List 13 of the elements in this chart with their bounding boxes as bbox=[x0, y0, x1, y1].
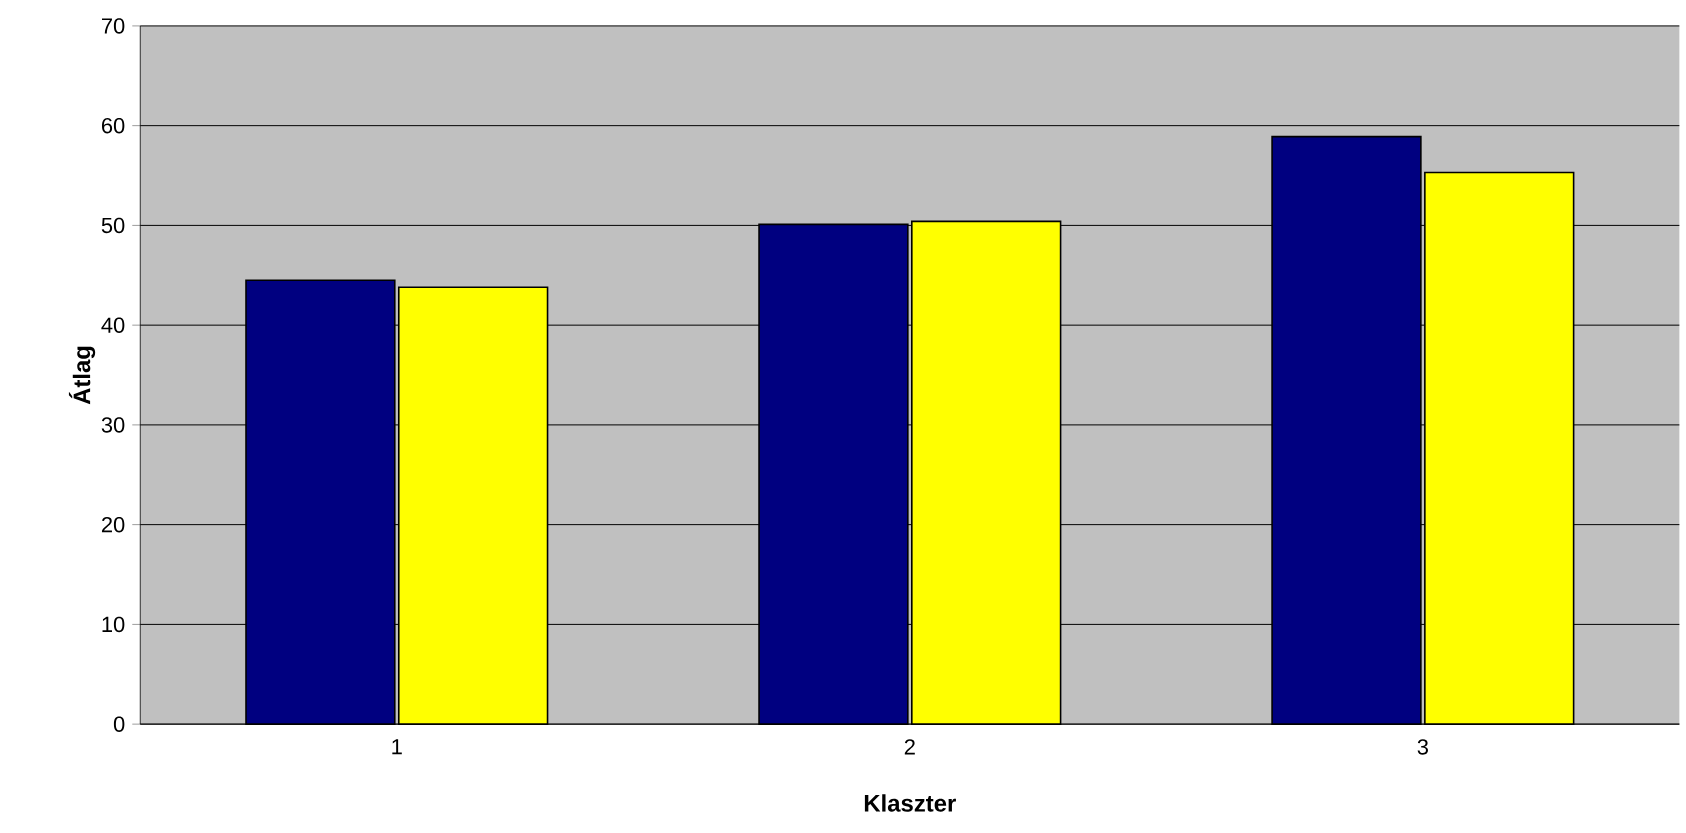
y-tick-label: 30 bbox=[101, 417, 125, 433]
y-tick-label: 10 bbox=[102, 616, 125, 633]
x-tick-label: 3 bbox=[1417, 739, 1428, 755]
y-axis-title: Átlag bbox=[68, 346, 96, 405]
y-tick-label: 0 bbox=[113, 716, 125, 733]
x-tick-label: 2 bbox=[904, 739, 915, 755]
x-axis-title: Klaszter bbox=[864, 794, 956, 812]
y-tick-label: 50 bbox=[101, 217, 125, 234]
y-tick-label: 60 bbox=[102, 118, 125, 134]
y-tick-label: 40 bbox=[101, 317, 125, 334]
y-tick-label: 20 bbox=[101, 517, 125, 533]
x-tick-label: 1 bbox=[392, 739, 402, 755]
y-tick-label: 70 bbox=[102, 18, 125, 34]
